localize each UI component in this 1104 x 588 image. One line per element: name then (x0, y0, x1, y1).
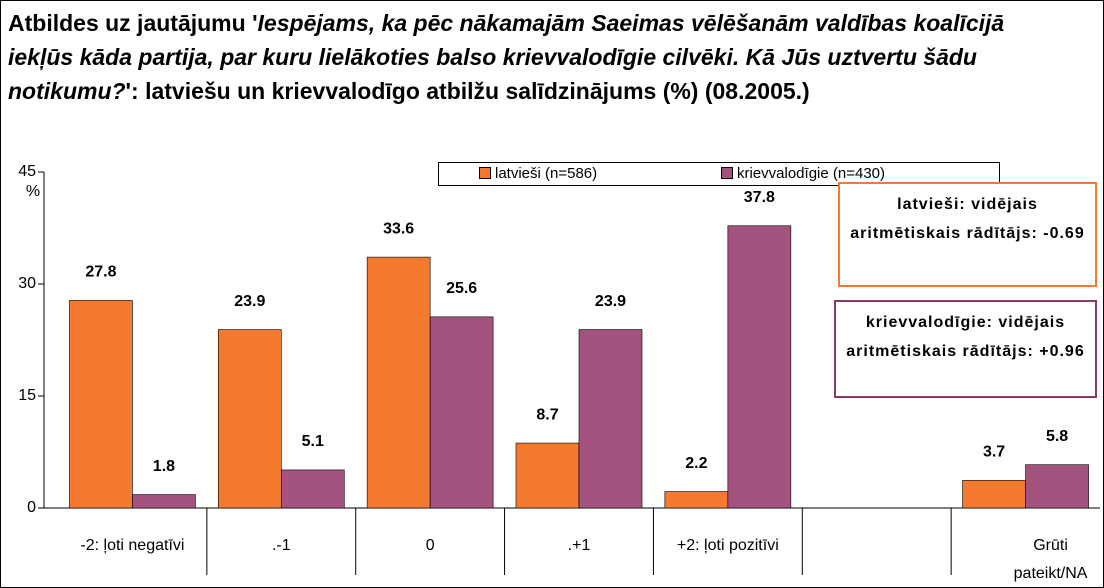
x-tick-label: .+1 (567, 537, 591, 554)
y-tick-label: 0 (27, 499, 36, 516)
legend-swatch (721, 167, 733, 179)
x-tick-label: Grūti pateikt/NA (1013, 537, 1088, 582)
legend-swatch (479, 167, 491, 179)
value-label: 27.8 (85, 264, 116, 281)
value-label: 3.7 (983, 444, 1005, 461)
value-label: 37.8 (744, 189, 775, 206)
legend-label: krievvalodīgie (n=430) (737, 165, 886, 182)
value-label: 23.9 (234, 293, 265, 310)
bar (664, 491, 729, 509)
bar (429, 316, 494, 509)
bar (515, 442, 580, 509)
bar (1025, 464, 1089, 509)
y-tick-label: 30 (18, 275, 36, 292)
title-part: Iespējams, ka pēc nākamajām Saeimas vēlē… (8, 10, 1005, 104)
chart-title: Atbildes uz jautājumu 'Iespējams, ka pēc… (8, 6, 1068, 108)
legend-label: latvieši (n=586) (495, 165, 598, 182)
y-tick-label: 15 (18, 387, 36, 404)
x-tick-label: -2: ļoti negatīvi (80, 537, 185, 554)
x-tick-label: +2: ļoti pozitīvi (676, 537, 779, 554)
legend-item: latvieši (n=586) (479, 165, 597, 182)
y-axis-label: % (26, 183, 40, 200)
bar (727, 225, 792, 509)
value-label: 2.2 (685, 455, 707, 472)
annotation: latvieši: vidējais aritmētiskais rādītāj… (838, 182, 1097, 287)
value-label: 5.1 (302, 433, 324, 450)
value-label: 25.6 (446, 280, 477, 297)
title-part: Atbildes uz jautājumu ' (8, 10, 258, 36)
y-tick-label: 45 (18, 163, 36, 180)
annotation: krievvalodīgie: vidējais aritmētiskais r… (834, 300, 1097, 398)
bar (280, 469, 345, 509)
bar (962, 480, 1026, 509)
value-label: 1.8 (153, 458, 175, 475)
bar (69, 300, 133, 509)
value-label: 33.6 (383, 220, 414, 237)
legend-item: krievvalodīgie (n=430) (721, 165, 885, 182)
bar (132, 494, 196, 509)
bar (366, 256, 431, 509)
value-label: 8.7 (536, 406, 558, 423)
bar (578, 329, 643, 509)
value-label: 23.9 (595, 293, 626, 310)
x-tick-label: 0 (425, 537, 435, 554)
title-part: ': latviešu un krievvalodīgo atbilžu sal… (125, 78, 810, 104)
value-label: 5.8 (1046, 428, 1068, 445)
x-tick-label: .-1 (271, 537, 291, 554)
bar (217, 329, 282, 509)
